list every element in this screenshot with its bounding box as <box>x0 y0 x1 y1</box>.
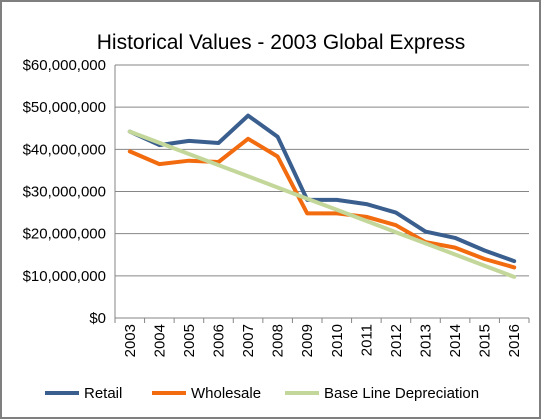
x-axis-tick-labels: 2003 2004 2005 2006 2007 2008 2009 2010 2011 2012… <box>122 324 523 357</box>
x-tick-label: 2003 <box>122 324 139 357</box>
x-tick-label: 2012 <box>388 324 405 357</box>
x-tick-label: 2004 <box>151 324 168 357</box>
y-tick-label: $10,000,000 <box>23 268 106 285</box>
gridlines <box>115 64 529 277</box>
series-line-base-line-depreciation <box>127 129 517 279</box>
chart-title: Historical Values - 2003 Global Express <box>97 31 465 54</box>
legend-label: Base Line Depreciation <box>324 385 479 402</box>
series-lines <box>127 113 517 279</box>
x-tick-label: 2013 <box>418 324 435 357</box>
legend-label: Wholesale <box>191 385 261 402</box>
y-tick-label: $20,000,000 <box>23 226 106 243</box>
y-axis-tick-labels: $0 $10,000,000 $20,000,000 $30,000,000 $40,0… <box>23 57 106 327</box>
series-line-retail <box>127 113 517 264</box>
y-tick-label: $50,000,000 <box>23 99 106 116</box>
y-tick-label: $40,000,000 <box>23 141 106 158</box>
x-tick-label: 2014 <box>447 324 464 357</box>
x-tick-label: 2005 <box>181 324 198 357</box>
axes <box>114 65 530 323</box>
x-tick-label: 2016 <box>506 324 523 357</box>
y-tick-label: $30,000,000 <box>23 184 106 201</box>
legend: Retail Wholesale Base Line Depreciation <box>45 385 479 402</box>
x-tick-label: 2006 <box>211 324 228 357</box>
y-tick-label: $60,000,000 <box>23 57 106 74</box>
x-tick-label: 2010 <box>329 324 346 357</box>
legend-label: Retail <box>84 385 122 402</box>
x-tick-label: 2015 <box>477 324 494 357</box>
x-tick-label: 2007 <box>240 324 257 357</box>
y-tick-label: $0 <box>89 310 106 327</box>
series-line-wholesale <box>127 136 517 270</box>
x-tick-label: 2009 <box>299 324 316 357</box>
x-tick-label: 2011 <box>358 324 375 356</box>
x-tick-label: 2008 <box>270 324 287 357</box>
